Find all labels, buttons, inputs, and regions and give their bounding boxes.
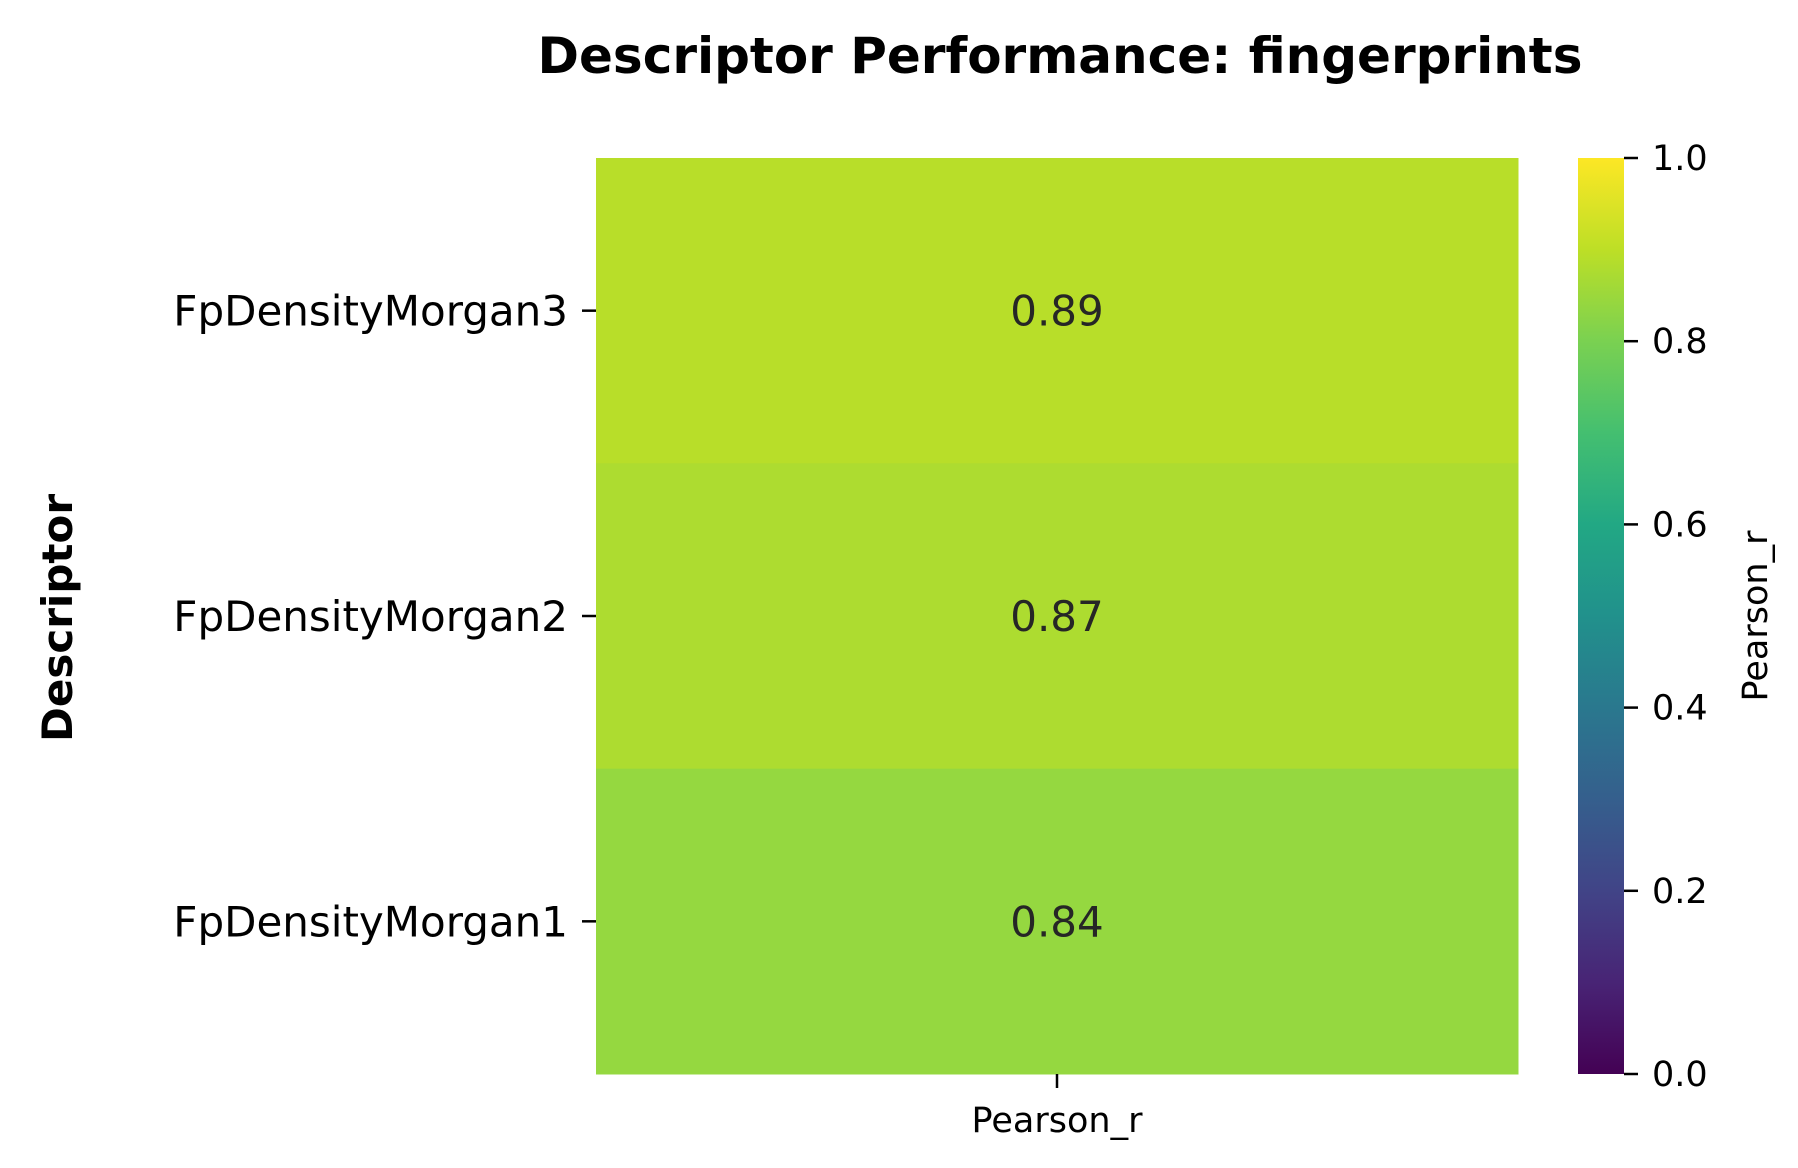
colorbar-tick-label: 0.6 [1652,505,1708,545]
y-ticks: FpDensityMorgan3 FpDensityMorgan2 FpDensit… [173,287,596,946]
colorbar-tick-label: 0.0 [1652,1055,1708,1095]
colorbar [1578,158,1624,1074]
colorbar-tick-label: 0.4 [1652,689,1708,729]
cell-value-label: 0.87 [1010,592,1104,641]
x-ticks: Pearson_r [972,1074,1144,1141]
x-tick-label: Pearson_r [972,1101,1144,1141]
chart-title: Descriptor Performance: fingerprints [538,27,1583,85]
heatmap-cell [596,463,1519,770]
cell-value-label: 0.84 [1010,897,1104,946]
y-tick-label: FpDensityMorgan2 [173,592,568,641]
heatmap-cell [596,768,1519,1075]
y-axis-label: Descriptor [33,494,82,742]
cell-value-label: 0.89 [1010,287,1104,336]
colorbar-tick-label: 0.2 [1652,872,1708,912]
heatmap-cell [596,158,1519,464]
heatmap-cells: 0.89 0.87 0.84 [596,158,1519,1075]
colorbar-tick-label: 1.0 [1652,139,1708,179]
colorbar-tick-label: 0.8 [1652,322,1708,362]
colorbar-label: Pearson_r [1736,530,1776,702]
y-tick-label: FpDensityMorgan1 [173,897,568,946]
y-tick-label: FpDensityMorgan3 [173,287,568,336]
colorbar-ticks: 0.0 0.2 0.4 0.6 0.8 1.0 [1624,139,1708,1095]
